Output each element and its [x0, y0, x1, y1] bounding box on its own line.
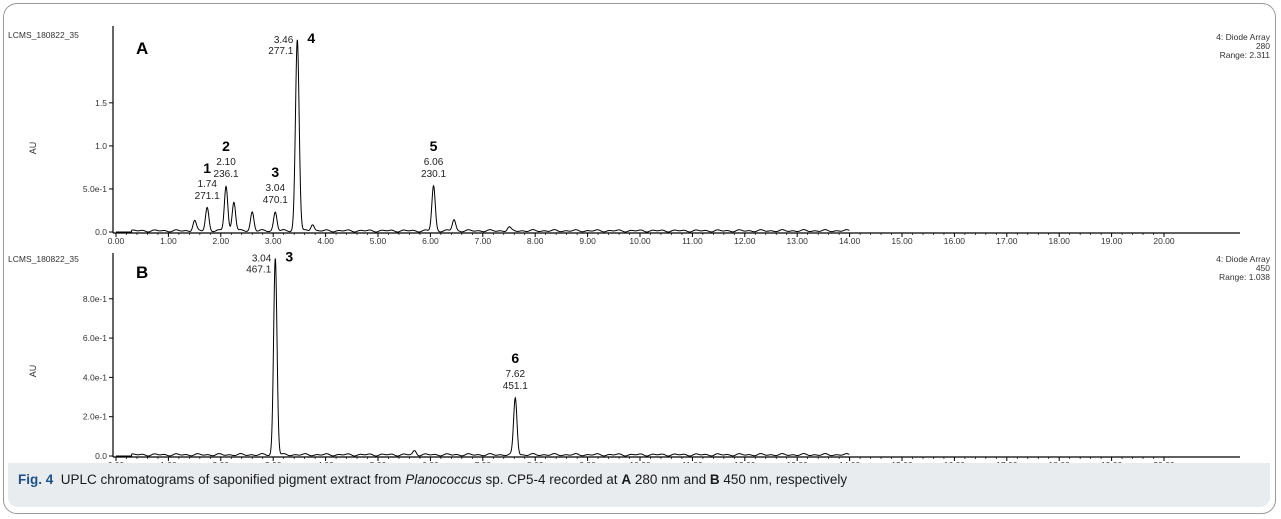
peak-mz-label: 230.1 — [421, 169, 446, 180]
panel-header-right-line: Range: 1.038 — [1219, 272, 1270, 282]
x-tick-label: 1.00 — [160, 236, 177, 246]
caption-text-3: 280 nm and — [631, 472, 710, 487]
peak-number-label: 3 — [271, 164, 279, 180]
x-tick-label: 4.00 — [317, 236, 334, 246]
y-tick-label: 6.0e-1 — [83, 333, 107, 343]
peak-number-label: 4 — [307, 30, 315, 46]
caption-b: B — [709, 472, 720, 487]
panel-letter: A — [136, 39, 148, 58]
y-axis-label: AU — [28, 365, 38, 378]
y-tick-label: 2.0e-1 — [83, 412, 107, 422]
peak-mz-label: 470.1 — [263, 195, 288, 206]
panel-header-right-line: 280 — [1256, 41, 1270, 51]
x-tick-label: 11.00 — [682, 236, 703, 246]
x-tick-label: 18.00 — [1049, 236, 1071, 246]
y-tick-label: 5.0e-1 — [83, 184, 107, 194]
panel-header-left: LCMS_180822_35 — [8, 30, 79, 40]
x-tick-label: 0.00 — [108, 236, 125, 246]
y-axis-label: AU — [28, 142, 38, 155]
caption-text-2: sp. CP5-4 recorded at — [481, 472, 622, 487]
x-tick-label: 19.00 — [1101, 236, 1123, 246]
peak-retention-time: 1.74 — [197, 179, 217, 190]
peak-mz-label: 451.1 — [503, 381, 528, 392]
peak-retention-time: 6.06 — [424, 157, 444, 168]
y-tick-label: 1.5 — [95, 98, 107, 108]
panel-letter: B — [136, 263, 148, 282]
x-tick-label: 6.00 — [422, 236, 439, 246]
peak-retention-time: 7.62 — [506, 369, 526, 380]
caption-text-1: UPLC chromatograms of saponified pigment… — [60, 472, 406, 487]
caption-fig-label: Fig. 4 — [18, 472, 54, 487]
caption-a: A — [621, 472, 632, 487]
x-tick-label: 9.00 — [579, 236, 596, 246]
x-tick-label: 14.00 — [839, 236, 861, 246]
peak-number-label: 5 — [430, 138, 438, 154]
peak-mz-label: 236.1 — [214, 169, 239, 180]
x-tick-label: 10.00 — [629, 236, 651, 246]
y-tick-label: 0.0 — [95, 451, 107, 461]
figure-frame — [3, 3, 1276, 514]
x-tick-label: 13.00 — [787, 236, 809, 246]
y-tick-label: 4.0e-1 — [83, 372, 107, 382]
y-tick-label: 0.0 — [95, 227, 107, 237]
x-tick-label: 8.00 — [527, 236, 544, 246]
panel-header-right-line: 4: Diode Array — [1216, 254, 1271, 264]
x-tick-label: 17.00 — [996, 236, 1018, 246]
y-tick-label: 1.0 — [95, 141, 107, 151]
caption-species: Planococcus — [405, 472, 482, 487]
peak-number-label: 1 — [203, 160, 211, 176]
peak-number-label: 6 — [511, 350, 519, 366]
peak-number-label: 2 — [222, 138, 230, 154]
y-tick-label: 8.0e-1 — [83, 294, 107, 304]
chromatogram-trace — [116, 258, 850, 457]
caption-text-4: 450 nm, respectively — [719, 472, 848, 487]
peak-mz-label: 277.1 — [268, 46, 293, 57]
x-tick-label: 5.00 — [370, 236, 387, 246]
x-tick-label: 20.00 — [1153, 236, 1175, 246]
figure-caption: Fig. 4 UPLC chromatograms of saponified … — [8, 463, 1270, 507]
peak-mz-label: 271.1 — [195, 191, 220, 202]
chromatogram-trace — [116, 39, 850, 233]
panel-header-right-line: 450 — [1256, 263, 1270, 273]
peak-mz-label: 467.1 — [246, 264, 271, 275]
panel-header-right-line: 4: Diode Array — [1216, 32, 1271, 42]
x-tick-label: 12.00 — [734, 236, 756, 246]
x-tick-label: 16.00 — [944, 236, 966, 246]
panel-header-left: LCMS_180822_35 — [8, 254, 79, 264]
peak-number-label: 3 — [285, 248, 293, 264]
panel-header-right-line: Range: 2.311 — [1220, 50, 1271, 60]
x-tick-label: 15.00 — [891, 236, 913, 246]
peak-retention-time: 3.04 — [252, 253, 272, 264]
peak-retention-time: 3.46 — [274, 35, 294, 46]
x-tick-label: 2.00 — [213, 236, 230, 246]
peak-retention-time: 2.10 — [216, 157, 236, 168]
peak-retention-time: 3.04 — [266, 183, 286, 194]
x-tick-label: 3.00 — [265, 236, 282, 246]
x-tick-label: 7.00 — [475, 236, 492, 246]
